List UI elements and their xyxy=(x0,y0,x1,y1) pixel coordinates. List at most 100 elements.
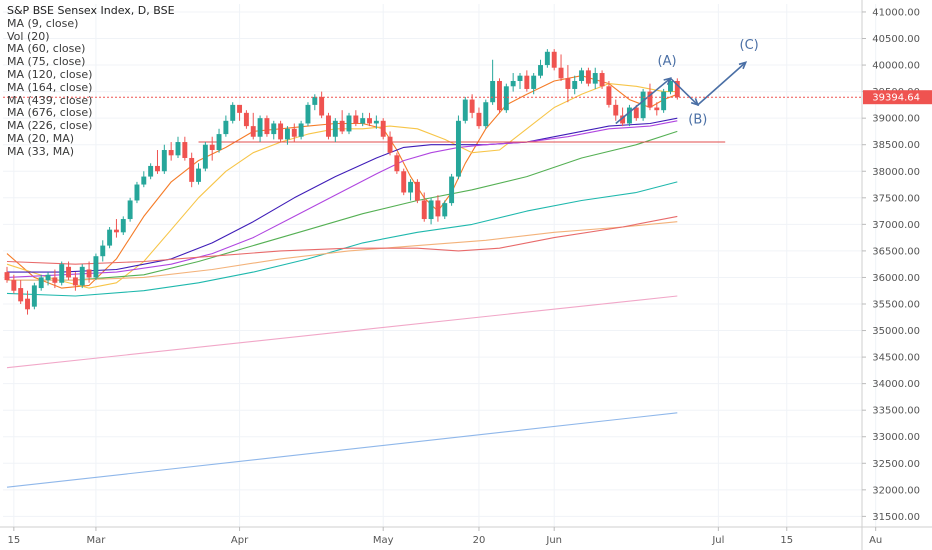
candle[interactable] xyxy=(585,70,591,84)
candle[interactable] xyxy=(626,107,632,124)
candle[interactable] xyxy=(59,264,65,283)
candle[interactable] xyxy=(278,123,284,140)
candle[interactable] xyxy=(613,104,619,116)
candle[interactable] xyxy=(107,229,113,246)
candle[interactable] xyxy=(52,277,58,283)
candle[interactable] xyxy=(134,184,140,201)
candle[interactable] xyxy=(490,80,496,103)
candle[interactable] xyxy=(100,245,106,257)
candle[interactable] xyxy=(544,51,550,66)
candle[interactable] xyxy=(223,120,229,135)
candle[interactable] xyxy=(182,142,188,158)
candle[interactable] xyxy=(449,176,455,204)
candle[interactable] xyxy=(196,168,201,182)
candle[interactable] xyxy=(216,134,222,151)
candle[interactable] xyxy=(86,269,92,278)
candle[interactable] xyxy=(435,200,441,217)
candle[interactable] xyxy=(79,266,85,286)
candle[interactable] xyxy=(401,171,407,193)
candle[interactable] xyxy=(510,80,516,87)
candle[interactable] xyxy=(565,78,571,89)
candle[interactable] xyxy=(148,165,154,177)
candle[interactable] xyxy=(620,115,626,124)
candle[interactable] xyxy=(476,112,482,127)
y-axis[interactable]: 41000.0040500.0040000.0039500.0039000.00… xyxy=(861,0,920,550)
candle[interactable] xyxy=(168,150,174,156)
candle[interactable] xyxy=(442,203,448,217)
candle[interactable] xyxy=(113,229,119,233)
candle[interactable] xyxy=(243,112,249,127)
candle[interactable] xyxy=(353,115,359,124)
candle[interactable] xyxy=(175,142,181,156)
candle[interactable] xyxy=(394,155,400,172)
candle[interactable] xyxy=(640,91,646,119)
candle[interactable] xyxy=(503,86,509,111)
candle[interactable] xyxy=(305,104,311,124)
candle[interactable] xyxy=(373,120,379,124)
candle[interactable] xyxy=(538,65,543,76)
candle[interactable] xyxy=(455,120,461,177)
candle[interactable] xyxy=(599,73,605,87)
candle[interactable] xyxy=(414,181,420,201)
candle[interactable] xyxy=(209,144,215,151)
candle[interactable] xyxy=(237,104,243,113)
candle[interactable] xyxy=(360,118,366,124)
candle[interactable] xyxy=(469,99,475,113)
candle[interactable] xyxy=(551,51,557,68)
candlesticks[interactable] xyxy=(4,49,680,315)
candle[interactable] xyxy=(45,274,51,281)
candle[interactable] xyxy=(66,266,72,278)
candle[interactable] xyxy=(647,91,653,108)
candle[interactable] xyxy=(339,120,345,132)
candle[interactable] xyxy=(483,102,489,127)
candle[interactable] xyxy=(291,128,297,137)
candle[interactable] xyxy=(387,136,393,153)
candle[interactable] xyxy=(298,123,304,137)
candle[interactable] xyxy=(120,219,126,233)
candle[interactable] xyxy=(284,128,290,140)
candle[interactable] xyxy=(462,99,468,121)
candle[interactable] xyxy=(579,70,585,81)
candle[interactable] xyxy=(93,256,99,278)
candle[interactable] xyxy=(572,80,578,89)
candle[interactable] xyxy=(230,104,236,121)
candle[interactable] xyxy=(367,118,372,124)
candle[interactable] xyxy=(250,126,256,137)
candle[interactable] xyxy=(661,91,667,111)
candle[interactable] xyxy=(31,285,37,307)
candle[interactable] xyxy=(271,123,277,135)
candle[interactable] xyxy=(264,118,270,135)
candle[interactable] xyxy=(202,144,208,169)
x-axis[interactable]: 15 Mar Apr May 20 Jun Jul 15 Au xyxy=(0,526,932,546)
candle[interactable] xyxy=(346,115,352,132)
candle[interactable] xyxy=(428,200,434,220)
candle[interactable] xyxy=(517,75,523,81)
candle[interactable] xyxy=(654,107,660,111)
candle[interactable] xyxy=(674,80,680,98)
candle[interactable] xyxy=(155,165,160,172)
candle[interactable] xyxy=(18,288,24,302)
candle[interactable] xyxy=(141,176,147,185)
candle[interactable] xyxy=(72,277,78,286)
candle[interactable] xyxy=(38,277,44,289)
candle[interactable] xyxy=(421,200,427,220)
candle[interactable] xyxy=(11,280,17,291)
candle[interactable] xyxy=(592,73,598,84)
candle[interactable] xyxy=(380,120,386,137)
candle[interactable] xyxy=(633,107,639,119)
candle[interactable] xyxy=(332,120,338,137)
candle[interactable] xyxy=(257,118,263,137)
candle[interactable] xyxy=(319,96,325,116)
candle[interactable] xyxy=(189,157,195,182)
candle[interactable] xyxy=(558,67,564,79)
candle[interactable] xyxy=(25,298,30,310)
candle[interactable] xyxy=(606,86,612,105)
candle[interactable] xyxy=(531,75,537,89)
candle[interactable] xyxy=(326,115,331,137)
candle[interactable] xyxy=(668,80,673,92)
candle[interactable] xyxy=(408,181,414,193)
candle[interactable] xyxy=(161,150,167,172)
candle[interactable] xyxy=(127,200,133,220)
candle[interactable] xyxy=(312,96,318,105)
